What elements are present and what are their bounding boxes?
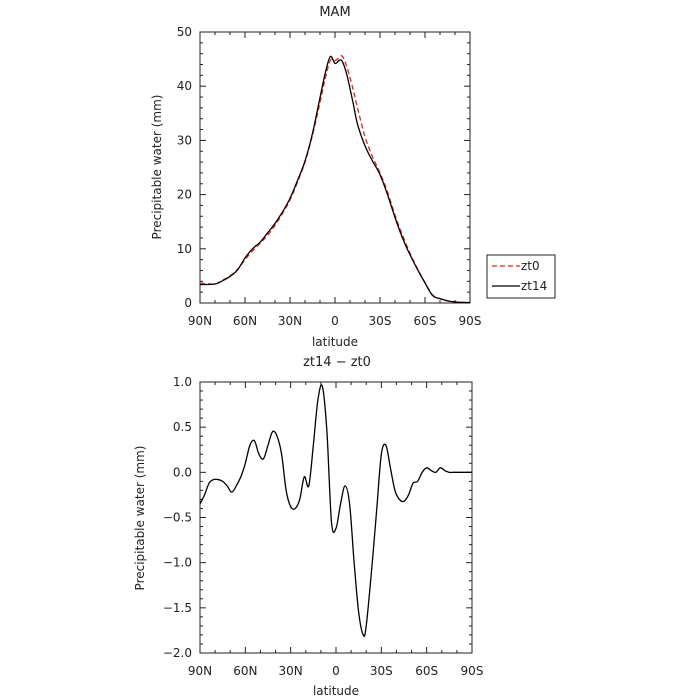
xtick-label: 30S — [370, 664, 393, 678]
ytick-label: −0.5 — [163, 511, 192, 525]
xtick-label: 90S — [461, 664, 484, 678]
ytick-label: −1.5 — [163, 601, 192, 615]
ytick-label: 50 — [177, 25, 192, 39]
bottom-chart: zt14 − zt0 −2.0 −1.5 −1.0 −0.5 0.0 0.5 1.0 90N 6… — [133, 355, 483, 698]
xtick-label: 60N — [233, 664, 257, 678]
ytick-label: 30 — [177, 133, 192, 147]
bottom-chart-ylabel: Precipitable water (mm) — [133, 446, 147, 591]
top-chart-title: MAM — [319, 5, 350, 20]
bottom-chart-xlabel: latitude — [313, 684, 359, 698]
ytick-label: 40 — [177, 79, 192, 93]
xtick-label: 90S — [459, 314, 482, 328]
legend-frame — [486, 254, 556, 299]
ytick-label: 0.0 — [173, 465, 192, 479]
xtick-label: 0 — [331, 314, 339, 328]
bottom-chart-title: zt14 − zt0 — [303, 355, 371, 370]
ytick-label: 0 — [184, 296, 192, 310]
top-chart-legend: zt0 zt14 — [486, 254, 556, 299]
top-chart-ticks: 0 10 20 30 40 50 90N 60N 30N 0 30S 60S 90S — [177, 25, 482, 328]
xtick-label: 0 — [332, 664, 340, 678]
ytick-label: 0.5 — [173, 420, 192, 434]
xtick-label: 90N — [188, 314, 212, 328]
legend-label-zt0: zt0 — [521, 259, 540, 273]
xtick-label: 30N — [278, 314, 302, 328]
series-line-zt14 — [199, 55, 471, 304]
xtick-label: 30S — [369, 314, 392, 328]
xtick-label: 60S — [415, 664, 438, 678]
bottom-chart-lines — [199, 384, 472, 637]
bottom-chart-ticks: −2.0 −1.5 −1.0 −0.5 0.0 0.5 1.0 90N 60N 30N 0 30S 60… — [163, 375, 484, 678]
bottom-chart-plot-frame — [199, 381, 473, 654]
xtick-label: 90N — [188, 664, 212, 678]
xtick-label: 60N — [233, 314, 257, 328]
top-chart-ylabel: Precipitable water (mm) — [150, 95, 164, 240]
xtick-label: 30N — [279, 664, 303, 678]
legend-label-zt14: zt14 — [521, 279, 547, 293]
ytick-label: 10 — [177, 242, 192, 256]
series-line-series-0 — [199, 384, 472, 637]
ytick-label: 20 — [177, 188, 192, 202]
top-chart-xlabel: latitude — [312, 335, 358, 349]
ytick-label: 1.0 — [173, 375, 192, 389]
xtick-label: 60S — [414, 314, 437, 328]
ytick-label: −2.0 — [163, 646, 192, 660]
top-chart: MAM 0 10 20 30 40 50 90N 60N 30N 0 30S 60S 90S latit… — [150, 5, 556, 349]
top-chart-lines — [199, 55, 471, 304]
top-chart-plot-frame — [199, 31, 471, 304]
ytick-label: −1.0 — [163, 556, 192, 570]
